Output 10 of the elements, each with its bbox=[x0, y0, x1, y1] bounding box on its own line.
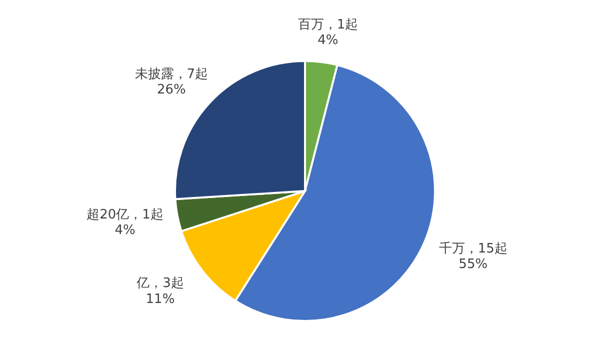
slice-label: 亿，3起 bbox=[136, 276, 184, 292]
data-label: 55% bbox=[458, 257, 488, 272]
slice-label: 千万，15起 bbox=[438, 241, 508, 256]
data-label: 4% bbox=[114, 223, 136, 238]
slice-label: 超20亿，1起 bbox=[86, 208, 164, 223]
slice-label: 百万，1起 bbox=[298, 17, 358, 32]
data-label: 11% bbox=[146, 292, 175, 307]
data-label: 4% bbox=[318, 33, 338, 48]
slice-label: 未披露，7起 bbox=[134, 67, 208, 82]
data-label: 26% bbox=[157, 82, 186, 98]
